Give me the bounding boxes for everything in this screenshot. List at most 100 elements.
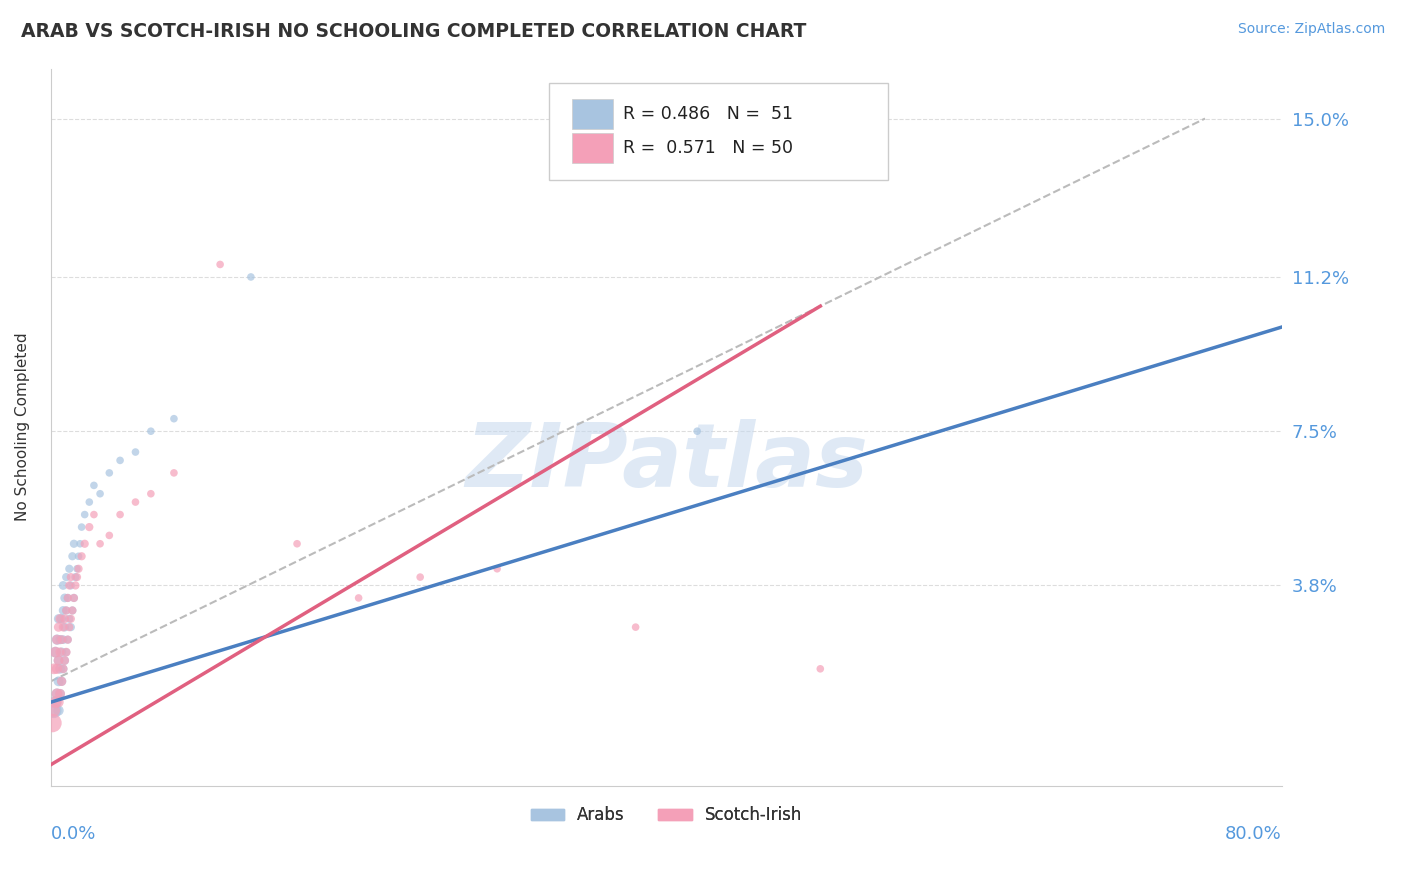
Point	[49, 632, 72, 647]
Point	[46, 687, 69, 701]
Point	[66, 562, 89, 576]
FancyBboxPatch shape	[572, 99, 613, 129]
Point	[79, 520, 101, 534]
Point	[49, 687, 72, 701]
Point	[48, 695, 70, 709]
Point	[49, 662, 72, 676]
Point	[48, 704, 70, 718]
Point	[56, 632, 79, 647]
Point	[285, 537, 308, 551]
Point	[60, 603, 83, 617]
Point	[409, 570, 432, 584]
Point	[48, 620, 70, 634]
Point	[89, 487, 111, 501]
Point	[67, 549, 90, 564]
Y-axis label: No Schooling Completed: No Schooling Completed	[15, 333, 30, 521]
Point	[46, 632, 69, 647]
Point	[51, 674, 73, 689]
Point	[53, 653, 76, 667]
Point	[55, 645, 77, 659]
Point	[49, 645, 72, 659]
Point	[65, 570, 87, 584]
Point	[52, 662, 75, 676]
Point	[53, 612, 76, 626]
Point	[51, 612, 73, 626]
Text: 0.0%: 0.0%	[51, 825, 96, 843]
FancyBboxPatch shape	[572, 133, 613, 163]
Text: 80.0%: 80.0%	[1225, 825, 1282, 843]
Point	[44, 695, 66, 709]
Point	[808, 662, 831, 676]
Point	[53, 620, 76, 634]
Point	[347, 591, 370, 605]
Point	[59, 612, 82, 626]
Point	[55, 570, 77, 584]
Point	[51, 645, 73, 659]
Point	[73, 537, 96, 551]
Point	[124, 495, 146, 509]
Point	[44, 645, 66, 659]
Point	[53, 591, 76, 605]
Point	[52, 632, 75, 647]
Point	[63, 591, 86, 605]
Point	[98, 466, 121, 480]
Point	[108, 508, 131, 522]
Text: R =  0.571   N = 50: R = 0.571 N = 50	[623, 139, 793, 157]
Point	[59, 620, 82, 634]
Point	[108, 453, 131, 467]
Point	[51, 674, 73, 689]
Point	[59, 570, 82, 584]
Point	[60, 603, 83, 617]
Point	[58, 612, 80, 626]
Point	[48, 674, 70, 689]
Text: R = 0.486   N =  51: R = 0.486 N = 51	[623, 105, 793, 123]
Point	[55, 645, 77, 659]
Point	[53, 653, 76, 667]
Point	[58, 578, 80, 592]
Point	[42, 704, 65, 718]
Text: ARAB VS SCOTCH-IRISH NO SCHOOLING COMPLETED CORRELATION CHART: ARAB VS SCOTCH-IRISH NO SCHOOLING COMPLE…	[21, 22, 807, 41]
Point	[63, 537, 86, 551]
Point	[58, 620, 80, 634]
Point	[52, 578, 75, 592]
Point	[44, 695, 66, 709]
Point	[56, 591, 79, 605]
Point	[83, 478, 105, 492]
Point	[60, 549, 83, 564]
Point	[51, 632, 73, 647]
Point	[98, 528, 121, 542]
Point	[70, 520, 93, 534]
Point	[63, 591, 86, 605]
Point	[55, 603, 77, 617]
Point	[65, 578, 87, 592]
Point	[83, 508, 105, 522]
Point	[56, 591, 79, 605]
Legend: Arabs, Scotch-Irish: Arabs, Scotch-Irish	[524, 799, 808, 831]
Point	[46, 687, 69, 701]
Point	[58, 562, 80, 576]
FancyBboxPatch shape	[550, 83, 889, 179]
Text: Source: ZipAtlas.com: Source: ZipAtlas.com	[1237, 22, 1385, 37]
Point	[42, 662, 65, 676]
Point	[124, 445, 146, 459]
Point	[73, 508, 96, 522]
Point	[46, 632, 69, 647]
Point	[44, 645, 66, 659]
Point	[52, 603, 75, 617]
Point	[139, 487, 162, 501]
Point	[624, 620, 647, 634]
Point	[79, 495, 101, 509]
Point	[52, 620, 75, 634]
Point	[89, 537, 111, 551]
Point	[49, 612, 72, 626]
Text: ZIPatlas: ZIPatlas	[465, 419, 868, 507]
Point	[56, 632, 79, 647]
Point	[163, 466, 186, 480]
Point	[48, 653, 70, 667]
Point	[686, 424, 709, 438]
Point	[139, 424, 162, 438]
Point	[486, 562, 509, 576]
Point	[66, 570, 89, 584]
Point	[67, 562, 90, 576]
Point	[49, 687, 72, 701]
